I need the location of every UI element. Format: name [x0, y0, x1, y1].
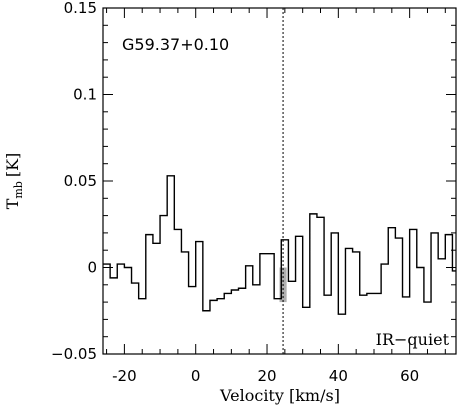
- x-tick-label: 60: [400, 367, 419, 385]
- y-axis-label-unit: [K]: [3, 153, 22, 177]
- classification-label: IR−quiet: [376, 330, 450, 349]
- x-tick-label: 20: [257, 367, 276, 385]
- source-name-label: G59.37+0.10: [122, 35, 229, 54]
- tick-labels: -20 0 20 40 60 −0.05 0 0.05 0.1 0.15: [51, 0, 419, 385]
- axis-ticks: [103, 7, 456, 355]
- y-axis-label: Tmb [K]: [3, 153, 25, 210]
- series-layer: [103, 175, 456, 315]
- spectrum-line: [103, 175, 456, 315]
- y-tick-label: 0.05: [64, 172, 97, 190]
- y-tick-label: −0.05: [51, 345, 97, 363]
- x-tick-label: -20: [112, 367, 137, 385]
- y-tick-label: 0.1: [73, 86, 97, 104]
- y-tick-label: 0: [87, 259, 97, 277]
- y-axis-label-sub: mb: [12, 181, 25, 198]
- x-tick-label: 0: [191, 367, 201, 385]
- y-axis-label-main: T: [3, 198, 22, 209]
- y-tick-label: 0.15: [64, 0, 97, 17]
- svg-text:Tmb[K]: Tmb [K]: [3, 153, 25, 210]
- x-axis-label: Velocity [km/s]: [219, 386, 340, 405]
- x-tick-label: 40: [329, 367, 348, 385]
